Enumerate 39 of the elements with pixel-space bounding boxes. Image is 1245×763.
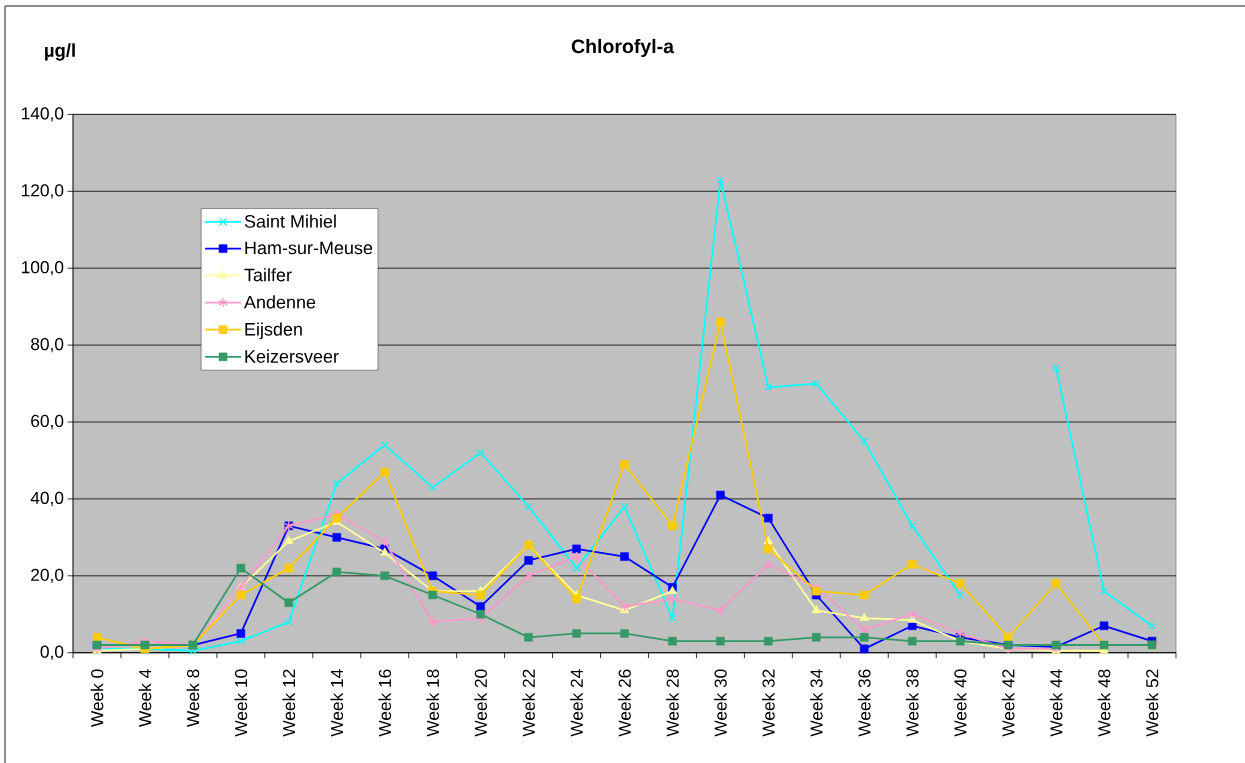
x-tick-label: Week 42 [1001, 669, 1015, 737]
x-tick-label: Week 38 [905, 669, 919, 737]
x-tick-label: Week 32 [762, 669, 775, 737]
y-tick-label: 20,0 [31, 568, 64, 583]
legend-label: Ham-sur-Meuse [245, 241, 373, 255]
x-tick-label: Week 24 [570, 669, 583, 737]
x-tick-label: Week 48 [1097, 669, 1111, 737]
x-tick-label: Week 10 [234, 669, 248, 737]
x-tick-label: Week 0 [90, 669, 104, 727]
x-tick-label: Week 30 [714, 669, 727, 737]
y-tick-label: 120,0 [22, 184, 64, 199]
legend-label: Andenne [243, 295, 316, 309]
y-tick-label: 0,0 [40, 645, 64, 660]
x-tick-label: Week 52 [1145, 669, 1159, 737]
x-tick-label: Week 8 [186, 669, 200, 727]
x-tick-label: Week 26 [618, 669, 631, 737]
x-tick-label: Week 4 [138, 669, 152, 727]
legend-label: Saint Mihiel [244, 214, 336, 228]
y-axis-title: µg/l [45, 43, 75, 61]
y-tick-label: 60,0 [31, 414, 64, 430]
x-tick-label: Week 40 [953, 669, 967, 737]
x-tick-label: Week 44 [1049, 669, 1063, 737]
x-tick-label: Week 22 [522, 669, 535, 737]
y-tick-label: 40,0 [30, 491, 64, 507]
legend-label: Eijsden [245, 322, 302, 340]
y-tick-label: 100,0 [22, 261, 64, 276]
y-tick-label: 140,0 [22, 107, 64, 122]
legend-label: Tailfer [244, 268, 292, 282]
x-tick-label: Week 36 [857, 669, 871, 737]
x-tick-label: Week 28 [666, 669, 679, 737]
legend-label: Keizersveer [245, 349, 339, 363]
y-tick-label: 80,0 [31, 337, 64, 353]
x-tick-label: Week 18 [426, 669, 440, 737]
x-tick-label: Week 12 [282, 669, 296, 737]
x-tick-label: Week 16 [378, 669, 392, 737]
x-tick-label: Week 34 [809, 669, 823, 737]
chart-title: Chlorofyl-a [571, 38, 675, 58]
x-tick-label: Week 20 [474, 669, 487, 737]
x-tick-label: Week 14 [330, 669, 344, 737]
